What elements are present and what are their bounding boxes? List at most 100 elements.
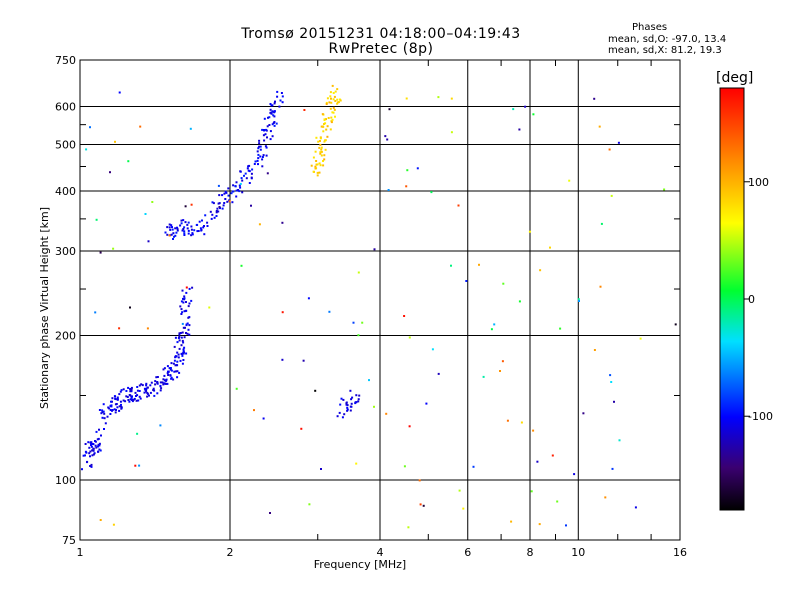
echo-point [131,399,133,401]
echo-point [97,450,100,453]
echo-point [278,105,281,108]
echo-point [88,452,91,455]
echo-point [170,362,173,365]
noise-point [258,223,261,226]
echo-point [314,165,317,168]
echo-point [101,409,104,412]
noise-point [617,141,620,144]
echo-point [273,121,276,123]
echo-point [154,383,157,386]
echo-point [181,289,184,292]
echo-point [166,233,169,236]
echo-point [263,117,266,120]
echo-point [84,443,87,445]
noise-point [109,171,111,174]
echo-point [271,110,274,113]
echo-point [145,384,148,387]
noise-point [618,439,621,442]
echo-point [322,160,324,162]
noise-point [89,126,91,129]
noise-point [482,375,485,378]
x-tick-label: 1 [77,546,84,559]
noise-point [501,360,504,363]
noise-point [406,169,409,172]
noise-point [604,496,607,499]
noise-point [450,264,452,267]
echo-point [180,219,183,222]
echo-point [329,95,332,98]
noise-point [281,311,284,314]
echo-point [224,198,227,200]
echo-point [168,223,171,226]
echo-point [188,302,191,305]
echo-point [322,164,325,167]
noise-point [465,280,468,282]
y-tick-label: 750 [55,54,76,67]
noise-point [181,322,184,325]
x-axis-label: Frequency [MHz] [314,558,406,571]
noise-point [146,327,149,330]
echo-point [215,210,218,212]
echo-point [145,382,148,385]
echo-point [131,400,134,403]
echo-point [317,140,320,143]
echo-point [119,390,122,393]
noise-point [506,419,509,422]
echo-point [339,403,342,406]
echo-point [265,128,267,131]
echo-point [145,387,148,390]
echo-point [235,189,238,192]
echo-point [115,403,118,405]
echo-point [181,339,184,342]
noise-point [530,490,533,493]
echo-point [202,226,205,229]
echo-point [176,227,179,230]
noise-point [281,221,284,224]
echo-point [181,311,184,314]
echo-point [340,397,343,400]
echo-point [181,354,184,357]
echo-point [318,171,321,174]
echo-point [128,400,131,403]
echo-point [183,230,186,233]
echo-point [130,390,133,393]
echo-point [213,216,216,219]
echo-point [185,291,188,294]
echo-point [174,356,177,359]
echo-point [256,159,259,162]
echo-point [191,233,194,236]
noise-point [168,234,171,237]
echo-point [135,395,137,397]
echo-point [190,228,193,231]
echo-point [263,129,266,132]
echo-point [264,145,267,148]
echo-point [182,297,184,300]
echo-point [149,384,152,387]
noise-point [539,269,542,272]
echo-point [175,355,178,358]
echo-point [103,417,106,420]
echo-point [169,368,172,371]
echo-point [183,234,186,236]
noise-point [262,417,265,420]
colorbar-tick-label: -100 [748,410,773,423]
echo-point [261,165,264,168]
echo-point [239,186,242,189]
echo-point [250,177,253,180]
echo-point [272,114,275,117]
echo-point [191,286,194,289]
echo-point [150,381,153,384]
echo-point [138,384,141,387]
echo-point [182,348,185,351]
noise-point [407,526,410,529]
echo-point [183,310,186,313]
echo-point [143,391,146,394]
echo-point [152,389,155,391]
noise-point [599,285,602,288]
y-tick-label: 200 [55,330,76,343]
echo-point [238,184,241,187]
echo-point [171,228,174,231]
echo-point [184,309,187,312]
echo-point [332,111,335,114]
echo-point [257,153,260,156]
